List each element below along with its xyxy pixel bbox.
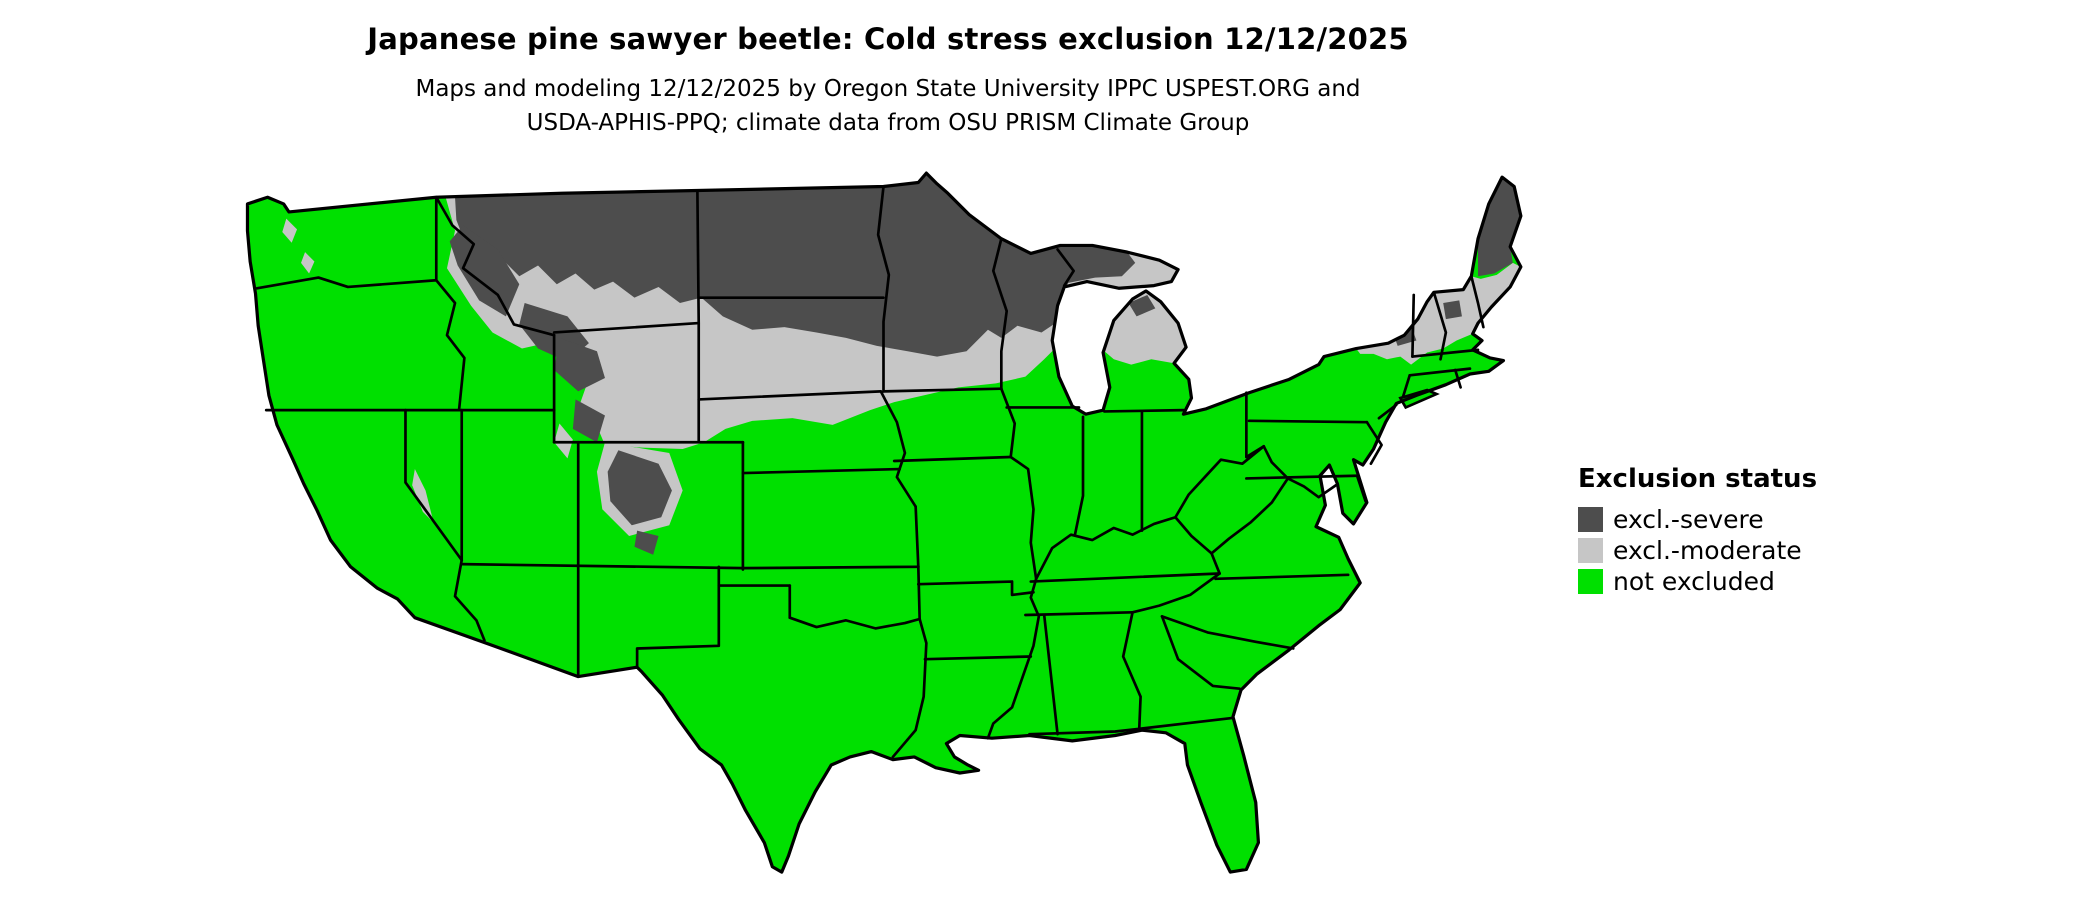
- legend-swatch-severe: [1578, 507, 1603, 532]
- legend-title: Exclusion status: [1578, 464, 1818, 494]
- legend-row-severe: excl.-severe: [1578, 506, 1817, 533]
- severe-wind-river: [572, 399, 605, 443]
- moderate-cascades-patch-1: [282, 218, 298, 243]
- subtitle-line-2: USDA-APHIS-PPQ; climate data from OSU PR…: [526, 110, 1250, 136]
- moderate-sierra-patch: [412, 469, 434, 523]
- legend-row-not-excluded: not excluded: [1578, 568, 1817, 595]
- conus-outline: [245, 171, 1523, 874]
- legend-label-not-excluded: not excluded: [1613, 567, 1775, 596]
- map-subtitle: Maps and modeling 12/12/2025 by Oregon S…: [162, 72, 1614, 140]
- moderate-cascades-patch-2: [301, 252, 315, 274]
- severe-colorado-1: [607, 450, 672, 526]
- legend-swatch-not-excluded: [1578, 569, 1603, 594]
- map-layer-excl-severe: [449, 174, 1521, 555]
- severe-michigan-tip: [1128, 294, 1156, 317]
- legend-label-severe: excl.-severe: [1613, 505, 1764, 534]
- state-boundaries: [255, 185, 1485, 759]
- legend: Exclusion status excl.-severe excl.-mode…: [1578, 464, 1817, 599]
- severe-new-hampshire: [1443, 300, 1462, 320]
- us-map-svg: [245, 171, 1523, 874]
- moderate-new-england: [1356, 262, 1521, 365]
- legend-row-moderate: excl.-moderate: [1578, 537, 1817, 564]
- severe-colorado-2: [634, 530, 659, 555]
- severe-north-band: [455, 174, 1136, 357]
- legend-swatch-moderate: [1578, 538, 1603, 563]
- header: Japanese pine sawyer beetle: Cold stress…: [162, 22, 1614, 140]
- subtitle-line-1: Maps and modeling 12/12/2025 by Oregon S…: [415, 76, 1361, 102]
- us-exclusion-map: [214, 161, 1553, 911]
- severe-north-maine: [1478, 177, 1521, 277]
- legend-label-moderate: excl.-moderate: [1613, 536, 1802, 565]
- map-title: Japanese pine sawyer beetle: Cold stress…: [367, 22, 1409, 56]
- long-island: [1398, 388, 1440, 410]
- severe-yellowstone: [554, 337, 605, 392]
- severe-bitterroot: [449, 225, 520, 317]
